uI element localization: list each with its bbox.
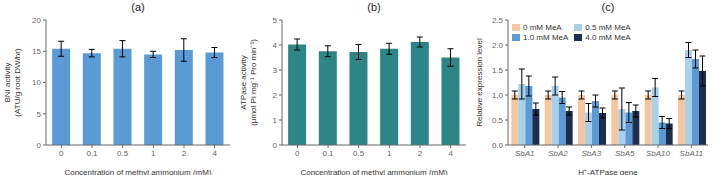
svg-text:(μmol Pi mg⁻¹ Pro min⁻¹): (μmol Pi mg⁻¹ Pro min⁻¹) [249, 39, 258, 126]
svg-text:0: 0 [295, 149, 300, 158]
svg-text:2: 2 [182, 149, 187, 158]
svg-text:SbA2: SbA2 [548, 149, 568, 158]
svg-text:1: 1 [273, 116, 278, 125]
html-text:0 mM MeA: 0 mM MeA [523, 23, 562, 32]
svg-text:H⁺-ATPase gene: H⁺-ATPase gene [578, 168, 638, 175]
html-text:(b): (b) [367, 1, 381, 13]
svg-text:0.5: 0.5 [117, 149, 129, 158]
svg-text:2: 2 [273, 91, 278, 100]
svg-text:2: 2 [418, 149, 423, 158]
svg-text:SbA11: SbA11 [680, 149, 703, 158]
svg-text:0.5: 0.5 [353, 149, 365, 158]
html-text:1.0 mM MeA: 1.0 mM MeA [523, 33, 569, 42]
svg-text:1.0: 1.0 [492, 91, 504, 100]
svg-text:0: 0 [59, 149, 64, 158]
svg-text:ATPase activity: ATPase activity [239, 55, 248, 110]
svg-text:4: 4 [448, 149, 453, 158]
svg-text:0.1: 0.1 [86, 149, 98, 158]
svg-text:4: 4 [212, 149, 217, 158]
svg-text:0.1: 0.1 [322, 149, 334, 158]
html-text:(c): (c) [601, 1, 615, 13]
svg-text:SbA1: SbA1 [515, 149, 535, 158]
svg-text:1.5: 1.5 [492, 66, 504, 75]
svg-text:15: 15 [32, 47, 41, 56]
svg-text:Relative expression level: Relative expression level [475, 38, 484, 127]
svg-text:2.5: 2.5 [492, 16, 504, 25]
svg-text:SbA10: SbA10 [646, 149, 671, 158]
svg-text:20: 20 [32, 16, 41, 25]
svg-text:2.0: 2.0 [492, 41, 504, 50]
svg-text:1: 1 [151, 149, 156, 158]
svg-text:10: 10 [32, 78, 41, 87]
svg-text:Concentration of methyl ammoni: Concentration of methyl ammonium (mM) [64, 168, 211, 175]
svg-text:0.0: 0.0 [492, 141, 504, 150]
html-text:0.5 mM MeA: 0.5 mM MeA [585, 23, 631, 32]
svg-text:(ATU/g root DW/hr): (ATU/g root DW/hr) [13, 48, 22, 117]
svg-text:5: 5 [273, 16, 278, 25]
svg-text:0: 0 [273, 141, 278, 150]
svg-text:SbA5: SbA5 [615, 149, 635, 158]
svg-text:3: 3 [273, 66, 278, 75]
svg-text:1: 1 [387, 149, 392, 158]
html-text:4.0 mM MeA: 4.0 mM MeA [585, 33, 631, 42]
svg-text:BNI activity: BNI activity [8, 62, 12, 102]
svg-text:5: 5 [37, 110, 42, 119]
svg-text:Concentration of methyl ammoni: Concentration of methyl ammonium (mM) [300, 168, 447, 175]
html-text:(a): (a) [131, 1, 145, 13]
svg-text:4: 4 [273, 41, 278, 50]
svg-text:0.5: 0.5 [492, 116, 504, 125]
svg-text:SbA3: SbA3 [582, 149, 602, 158]
svg-text:0: 0 [37, 141, 42, 150]
